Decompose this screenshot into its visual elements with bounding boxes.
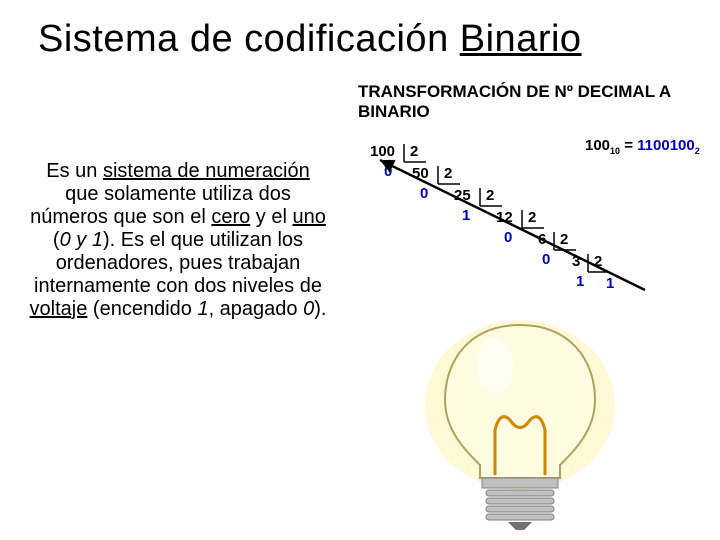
link-numeration-system: sistema de numeración [103, 160, 310, 182]
division-diagram: 10020502025211220620321110010 = 11001002 [350, 130, 700, 300]
svg-text:1: 1 [462, 207, 470, 224]
svg-text:100: 100 [370, 143, 395, 160]
svg-text:0: 0 [504, 229, 512, 246]
svg-text:2: 2 [560, 231, 568, 248]
svg-text:1: 1 [606, 275, 614, 292]
page-title: Sistema de codificación Binario [0, 0, 720, 61]
title-prefix: Sistema de codificación [38, 18, 460, 60]
svg-text:2: 2 [410, 143, 418, 160]
link-voltage: voltaje [30, 298, 88, 320]
svg-text:1: 1 [576, 273, 584, 290]
svg-text:10010 = 11001002: 10010 = 11001002 [585, 137, 700, 156]
body-text-8: ). [314, 298, 326, 320]
body-text-1: Es un [46, 160, 103, 182]
body-paragraph: Es un sistema de numeración que solament… [28, 160, 328, 321]
section-subtitle: TRANSFORMACIÓN DE Nº DECIMAL A BINARIO [358, 82, 720, 123]
italic-01: 0 y 1 [60, 229, 103, 251]
italic-1: 1 [197, 298, 208, 320]
link-one: uno [293, 206, 326, 228]
svg-text:2: 2 [528, 209, 536, 226]
svg-text:0: 0 [542, 251, 550, 268]
link-zero: cero [211, 206, 250, 228]
svg-text:0: 0 [420, 185, 428, 202]
body-text-4: ( [53, 229, 60, 251]
body-text-7: , apagado [209, 298, 304, 320]
svg-text:2: 2 [444, 165, 452, 182]
svg-text:2: 2 [486, 187, 494, 204]
body-text-6: (encendido [87, 298, 197, 320]
title-underlined: Binario [460, 18, 582, 60]
italic-0: 0 [303, 298, 314, 320]
lightbulb-icon [400, 310, 640, 530]
body-text-3: y el [250, 206, 292, 228]
